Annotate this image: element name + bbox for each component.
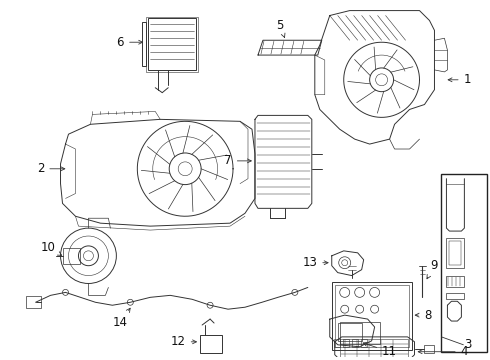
Bar xyxy=(200,335,222,353)
Text: 1: 1 xyxy=(448,73,471,86)
Bar xyxy=(446,275,465,287)
Bar xyxy=(332,283,412,350)
Bar xyxy=(361,339,367,347)
Text: 7: 7 xyxy=(224,154,251,167)
Bar xyxy=(441,174,488,352)
Bar xyxy=(335,285,409,347)
Bar xyxy=(449,241,462,265)
Text: 10: 10 xyxy=(41,242,62,255)
Bar xyxy=(148,18,196,70)
Text: 12: 12 xyxy=(171,335,196,348)
Text: 3: 3 xyxy=(464,338,471,351)
Text: 6: 6 xyxy=(117,36,143,49)
Bar xyxy=(142,22,147,66)
Bar xyxy=(340,339,408,359)
Bar xyxy=(63,248,80,264)
Bar xyxy=(352,339,358,347)
Bar xyxy=(334,339,340,347)
Text: 5: 5 xyxy=(276,19,285,37)
Text: 13: 13 xyxy=(302,256,328,269)
Text: 11: 11 xyxy=(363,342,397,358)
Bar xyxy=(446,238,465,268)
Text: 9: 9 xyxy=(427,259,438,279)
Text: 14: 14 xyxy=(113,308,130,329)
Bar xyxy=(424,345,435,353)
Bar xyxy=(25,296,41,308)
Bar xyxy=(446,293,465,299)
Text: 2: 2 xyxy=(37,162,65,175)
Bar xyxy=(340,322,380,344)
Bar xyxy=(147,17,198,72)
Bar xyxy=(338,323,362,341)
Text: 4: 4 xyxy=(418,345,468,358)
Bar xyxy=(343,339,349,347)
Text: 8: 8 xyxy=(415,309,431,321)
